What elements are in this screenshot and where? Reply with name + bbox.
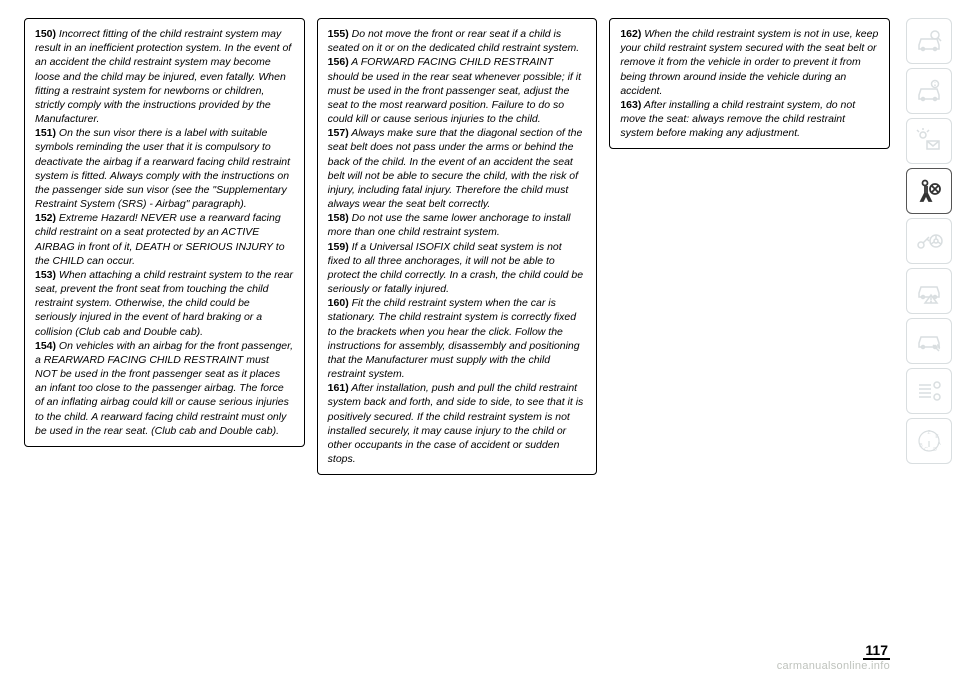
entry-text: After installing a child restraint syste… — [620, 99, 855, 139]
car-warning-icon[interactable] — [906, 268, 952, 314]
entry-number: 151) — [35, 127, 56, 139]
entry-text: On the sun visor there is a label with s… — [35, 127, 290, 210]
gear-selector-icon[interactable]: ZBEADC — [906, 418, 952, 464]
page-number: 117 — [863, 642, 890, 660]
svg-text:A: A — [937, 441, 941, 447]
entry-text: Fit the child restraint system when the … — [328, 297, 580, 380]
entry-text: On vehicles with an airbag for the front… — [35, 340, 293, 437]
entry-number: 158) — [328, 212, 349, 224]
entry-text: After installation, push and pull the ch… — [328, 382, 584, 465]
entry-number: 159) — [328, 241, 349, 253]
warning-entry: 152) Extreme Hazard! NEVER use a rearwar… — [35, 211, 294, 268]
svg-text:C: C — [924, 447, 928, 453]
warning-entry: 160) Fit the child restraint system when… — [328, 296, 587, 381]
entry-text: Extreme Hazard! NEVER use a rearward fac… — [35, 212, 285, 267]
watermark: carmanualsonline.info — [777, 660, 890, 672]
car-service-icon[interactable] — [906, 318, 952, 364]
warning-entry: 154) On vehicles with an airbag for the … — [35, 339, 294, 438]
light-mail-icon[interactable] — [906, 118, 952, 164]
airbag-icon[interactable] — [906, 168, 952, 214]
svg-text:D: D — [933, 447, 937, 453]
list-gear-icon[interactable] — [906, 368, 952, 414]
entry-number: 161) — [328, 382, 349, 394]
warning-entry: 163) After installing a child restraint … — [620, 98, 879, 141]
content-area: 150) Incorrect fitting of the child rest… — [0, 0, 902, 678]
entry-number: 162) — [620, 28, 641, 40]
entry-number: 160) — [328, 297, 349, 309]
warning-entry: 159) If a Universal ISOFIX child seat sy… — [328, 240, 587, 297]
entry-text: Incorrect fitting of the child restraint… — [35, 28, 291, 125]
column-1: 150) Incorrect fitting of the child rest… — [24, 18, 305, 447]
warning-entry: 155) Do not move the front or rear seat … — [328, 27, 587, 55]
warning-entry: 161) After installation, push and pull t… — [328, 381, 587, 466]
entry-number: 150) — [35, 28, 56, 40]
car-search-icon[interactable] — [906, 18, 952, 64]
entry-number: 156) — [328, 56, 349, 68]
entry-text: If a Universal ISOFIX child seat system … — [328, 241, 583, 296]
warning-entry: 157) Always make sure that the diagonal … — [328, 126, 587, 211]
entry-text: Always make sure that the diagonal secti… — [328, 127, 583, 210]
car-info-icon[interactable] — [906, 68, 952, 114]
svg-text:Z: Z — [927, 430, 930, 436]
entry-number: 153) — [35, 269, 56, 281]
warning-entry: 162) When the child restraint system is … — [620, 27, 879, 98]
warning-entry: 158) Do not use the same lower anchorage… — [328, 211, 587, 239]
warning-entry: 156) A FORWARD FACING CHILD RESTRAINT sh… — [328, 55, 587, 126]
entry-number: 157) — [328, 127, 349, 139]
key-wheel-icon[interactable] — [906, 218, 952, 264]
column-2: 155) Do not move the front or rear seat … — [317, 18, 598, 475]
column-3: 162) When the child restraint system is … — [609, 18, 890, 149]
warning-entry: 151) On the sun visor there is a label w… — [35, 126, 294, 211]
entry-text: A FORWARD FACING CHILD RESTRAINT should … — [328, 56, 581, 125]
entry-text: Do not move the front or rear seat if a … — [328, 28, 580, 54]
entry-text: When the child restraint system is not i… — [620, 28, 878, 97]
warning-entry: 153) When attaching a child restraint sy… — [35, 268, 294, 339]
sidebar: ZBEADC — [902, 0, 960, 678]
warning-entry: 150) Incorrect fitting of the child rest… — [35, 27, 294, 126]
entry-number: 163) — [620, 99, 641, 111]
entry-text: Do not use the same lower anchorage to i… — [328, 212, 571, 238]
entry-text: When attaching a child restraint system … — [35, 269, 293, 338]
entry-number: 152) — [35, 212, 56, 224]
entry-number: 155) — [328, 28, 349, 40]
entry-number: 154) — [35, 340, 56, 352]
